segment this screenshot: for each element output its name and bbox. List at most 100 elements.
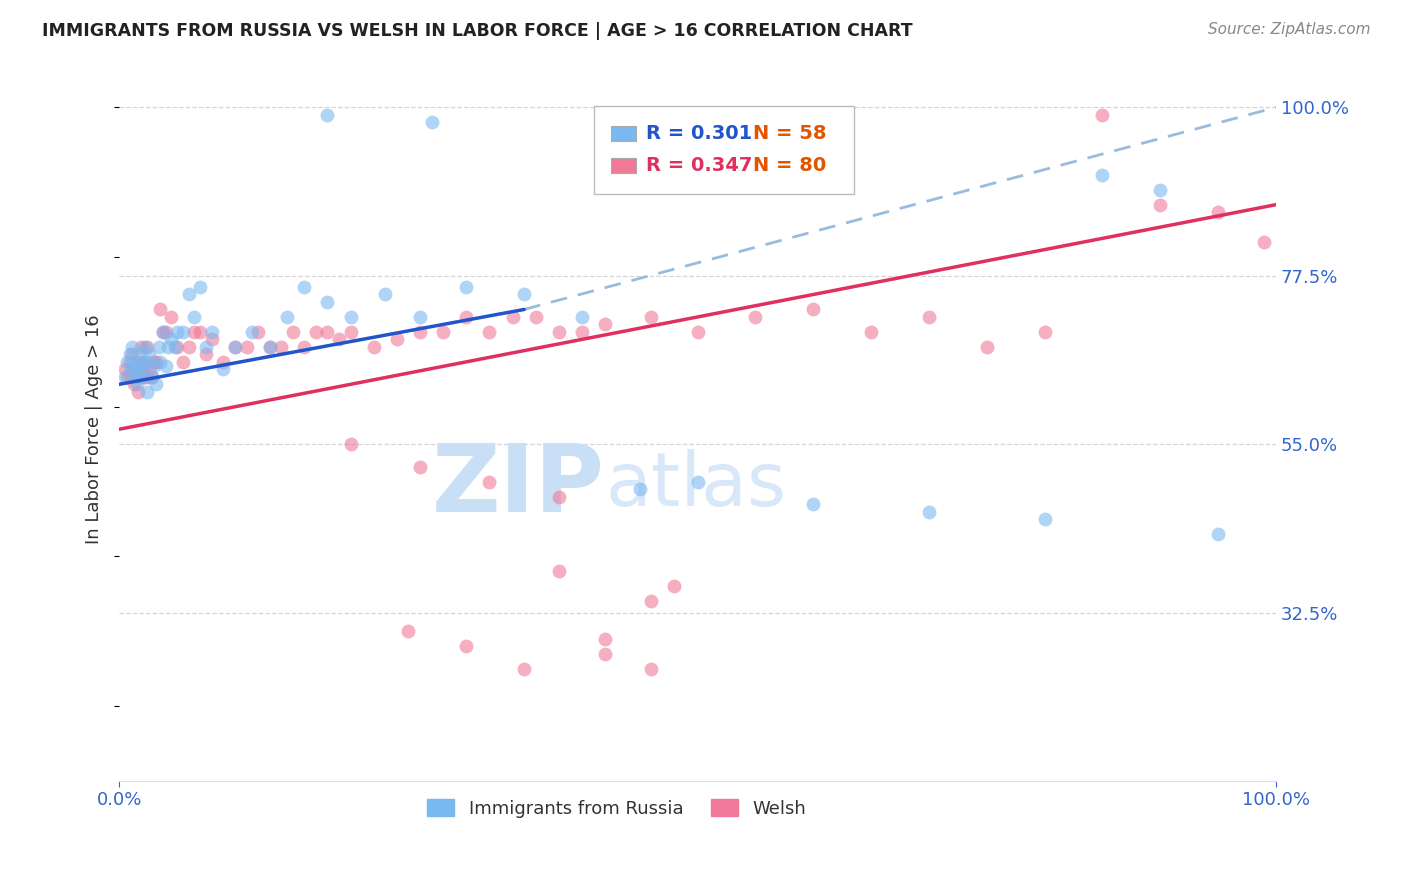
- Point: [456, 310, 478, 324]
- Point: [143, 355, 166, 369]
- Point: [664, 579, 686, 593]
- Point: [801, 497, 824, 511]
- Point: [152, 325, 174, 339]
- Point: [118, 355, 141, 369]
- Point: [195, 340, 218, 354]
- Point: [132, 355, 155, 369]
- Text: IMMIGRANTS FROM RUSSIA VS WELSH IN LABOR FORCE | AGE > 16 CORRELATION CHART: IMMIGRANTS FROM RUSSIA VS WELSH IN LABOR…: [42, 22, 912, 40]
- Point: [513, 287, 536, 301]
- Point: [502, 310, 524, 324]
- Point: [177, 287, 200, 301]
- Point: [141, 369, 163, 384]
- Point: [134, 340, 156, 354]
- Point: [121, 347, 143, 361]
- Point: [409, 310, 432, 324]
- Point: [316, 108, 339, 122]
- Point: [316, 325, 339, 339]
- Point: [247, 325, 270, 339]
- Point: [212, 355, 235, 369]
- Point: [860, 325, 883, 339]
- Point: [409, 325, 432, 339]
- Point: [128, 369, 150, 384]
- Point: [177, 340, 200, 354]
- Point: [593, 632, 616, 646]
- Point: [138, 347, 160, 361]
- Point: [149, 355, 172, 369]
- Point: [122, 362, 145, 376]
- Bar: [610, 158, 637, 173]
- Point: [235, 340, 257, 354]
- Point: [148, 340, 170, 354]
- Point: [121, 340, 143, 354]
- Point: [172, 325, 194, 339]
- Text: N = 80: N = 80: [754, 156, 827, 175]
- Point: [127, 384, 149, 399]
- Point: [125, 377, 148, 392]
- Point: [478, 325, 501, 339]
- Text: atlas: atlas: [605, 449, 786, 522]
- Point: [136, 384, 159, 399]
- Point: [547, 565, 569, 579]
- Point: [456, 280, 478, 294]
- Point: [136, 355, 159, 369]
- Point: [628, 482, 651, 496]
- Point: [152, 325, 174, 339]
- Point: [118, 347, 141, 361]
- Text: R = 0.347: R = 0.347: [645, 156, 752, 175]
- Point: [145, 355, 167, 369]
- Point: [132, 369, 155, 384]
- Point: [120, 362, 142, 376]
- Text: N = 58: N = 58: [754, 124, 827, 144]
- Point: [524, 310, 547, 324]
- Point: [1091, 108, 1114, 122]
- Point: [316, 295, 339, 310]
- Point: [114, 362, 136, 376]
- Point: [117, 355, 139, 369]
- Text: R = 0.301: R = 0.301: [645, 124, 752, 144]
- Point: [141, 369, 163, 384]
- Point: [339, 437, 361, 451]
- Point: [339, 325, 361, 339]
- Point: [201, 332, 224, 346]
- Text: Source: ZipAtlas.com: Source: ZipAtlas.com: [1208, 22, 1371, 37]
- Point: [328, 332, 350, 346]
- Point: [1149, 197, 1171, 211]
- Point: [385, 332, 408, 346]
- Point: [155, 325, 177, 339]
- Point: [547, 325, 569, 339]
- Point: [188, 280, 211, 294]
- Point: [124, 377, 146, 392]
- Point: [143, 359, 166, 373]
- Point: [120, 369, 142, 384]
- Point: [122, 355, 145, 369]
- Point: [155, 359, 177, 373]
- Point: [1206, 527, 1229, 541]
- Point: [276, 310, 298, 324]
- Point: [292, 340, 315, 354]
- Point: [1033, 512, 1056, 526]
- Point: [183, 325, 205, 339]
- Point: [744, 310, 766, 324]
- Point: [114, 369, 136, 384]
- Point: [593, 318, 616, 332]
- Point: [136, 369, 159, 384]
- Point: [117, 369, 139, 384]
- Point: [195, 347, 218, 361]
- Point: [259, 340, 281, 354]
- Point: [1091, 168, 1114, 182]
- Point: [128, 355, 150, 369]
- Point: [374, 287, 396, 301]
- Point: [131, 362, 153, 376]
- Point: [125, 369, 148, 384]
- Point: [224, 340, 246, 354]
- Point: [259, 340, 281, 354]
- Point: [224, 340, 246, 354]
- Point: [305, 325, 328, 339]
- Legend: Immigrants from Russia, Welsh: Immigrants from Russia, Welsh: [420, 791, 813, 825]
- Point: [292, 280, 315, 294]
- Bar: [610, 126, 637, 142]
- Point: [124, 366, 146, 380]
- Point: [420, 115, 443, 129]
- Point: [131, 355, 153, 369]
- Point: [686, 325, 709, 339]
